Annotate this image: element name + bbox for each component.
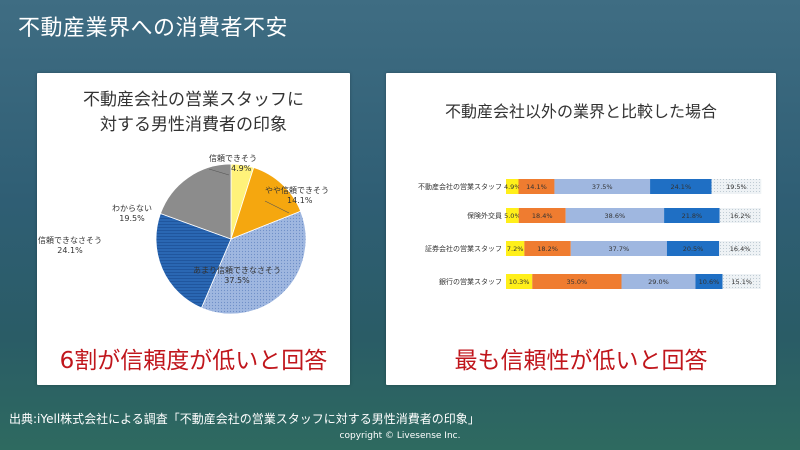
bar-segment [711, 179, 762, 194]
pie-slice [230, 167, 302, 240]
bar-segment [722, 274, 761, 289]
pie-slice [159, 163, 232, 240]
pie-chart-caption: 6割が信頼度が低いと回答 [59, 348, 328, 374]
bar-segment [650, 179, 712, 194]
bar-segment-value: 14.1% [526, 183, 547, 191]
bar-segment-value: 18.2% [537, 245, 558, 253]
bar-segment [570, 241, 667, 256]
bar-segment-value: 35.0% [567, 278, 588, 286]
bar-segment-value: 4.9% [504, 183, 521, 191]
bar-segment [554, 179, 651, 194]
bar-segment [565, 208, 665, 223]
pie-slice-value: 19.5% [119, 214, 145, 223]
pie-slice-value: 37.5% [224, 276, 250, 285]
bar-segment [719, 241, 761, 256]
bar-segment-value: 10.6% [699, 278, 720, 286]
bar-segment [719, 208, 761, 223]
pie-leader-line [208, 168, 230, 176]
bar-segment [506, 274, 533, 289]
bar-category-label: 証券会社の営業スタッフ [425, 244, 502, 253]
pie-chart-title: 不動産会社の営業スタッフに 対する男性消費者の印象 [37, 88, 350, 138]
copyright: copyright © Livesense Inc. [339, 431, 461, 441]
bar-segment [506, 208, 519, 223]
bar-chart-caption: 最も信頼性が低いと回答 [454, 348, 708, 374]
bar-segment [518, 179, 555, 194]
bar-segment-value: 37.5% [592, 183, 613, 191]
bar-segment-value: 10.3% [509, 278, 530, 286]
pie-chart-title-line1: 不動産会社の営業スタッフに [83, 90, 304, 110]
bar-segment [695, 274, 723, 289]
bar-category-label: 保険外交員 [467, 211, 502, 220]
pie-slice-label: やや信頼できそう [265, 185, 329, 195]
bar-segment-value: 7.2% [507, 245, 524, 253]
pie-slice-label: 信頼できそう [209, 153, 257, 163]
pie-slice-label: あまり信頼できなさそう [193, 265, 281, 275]
bar-category-label: 不動産会社の営業スタッフ [418, 182, 502, 191]
pie-slice-label: わからない [112, 204, 152, 213]
pie-slice [155, 212, 232, 309]
bar-segment-value: 18.4% [532, 212, 553, 220]
pie-slice-value: 24.1% [57, 246, 83, 255]
bar-segment [664, 208, 720, 223]
pie-slice-value: 4.9% [231, 164, 252, 173]
bar-segment-value: 29.0% [648, 278, 669, 286]
bar-segment-value: 5.0% [504, 212, 521, 220]
source-note: 出典:iYell株式会社による調査「不動産会社の営業スタッフに対する男性消費者の… [9, 412, 480, 426]
bar-segment [621, 274, 696, 289]
bar-segment-value: 19.5% [726, 183, 747, 191]
bar-chart-title: 不動産会社以外の業界と比較した場合 [444, 102, 717, 121]
pie-chart-panel: 不動産会社の営業スタッフに 対する男性消費者の印象 信頼できそう 4.9% やや信頼… [37, 73, 350, 385]
bar-segment-value: 15.1% [731, 278, 752, 286]
bar-segment [506, 179, 519, 194]
bar-segment [532, 274, 622, 289]
bar-segment-value: 21.8% [682, 212, 703, 220]
bar-category-label: 銀行の営業スタッフ [439, 277, 502, 286]
bar-segment [506, 241, 525, 256]
bar-segment [518, 208, 566, 223]
bar-segment [524, 241, 571, 256]
pie-leader-line [264, 200, 290, 214]
bar-chart-panel: 不動産会社以外の業界と比較した場合 不動産会社の営業スタッフ保険外交員証券会社の… [386, 73, 776, 385]
bar-segment-value: 37.7% [609, 245, 630, 253]
pie-slice-value: 14.1% [287, 196, 313, 205]
bar-segment [666, 241, 720, 256]
bar-segment-value: 24.1% [670, 183, 691, 191]
bar-segment-value: 20.5% [683, 245, 704, 253]
bar-segment-value: 38.6% [605, 212, 626, 220]
pie-slice-label: 信頼できなさそう [38, 235, 102, 245]
bar-segment-value: 16.2% [730, 212, 751, 220]
pie-slice [200, 210, 307, 315]
slide-title: 不動産業界への消費者不安 [18, 16, 289, 41]
pie-chart-title-line2: 対する男性消費者の印象 [100, 115, 287, 135]
bar-segment-value: 16.4% [730, 245, 751, 253]
